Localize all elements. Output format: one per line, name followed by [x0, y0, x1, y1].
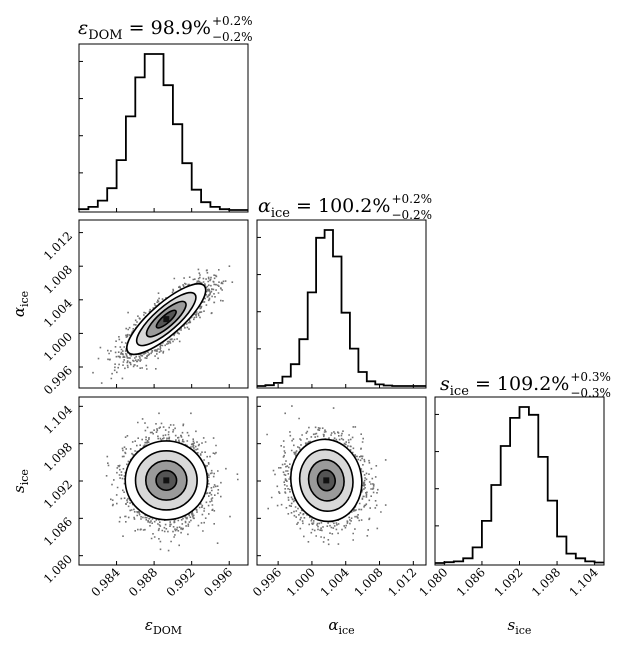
title-symbol: α	[258, 195, 271, 217]
title-minus-error: −0.2%	[212, 30, 253, 44]
title-minus-error: −0.3%	[570, 386, 611, 400]
scatter-panel-alpha-s	[256, 396, 427, 566]
x-tick-label: 0.996	[201, 565, 235, 599]
y-tick-label: 1.004	[41, 296, 75, 330]
title-value: = 98.9%	[123, 17, 211, 39]
title-subscript: DOM	[88, 28, 122, 43]
histogram-s	[434, 396, 605, 566]
y-tick-label: 1.012	[41, 229, 75, 263]
title-subscript: ice	[271, 206, 290, 221]
x-axis-label-s: sice	[508, 616, 532, 637]
x-tick-label: 1.086	[454, 565, 488, 599]
title-symbol: ε	[78, 17, 88, 39]
x-tick-label: 1.080	[416, 565, 450, 599]
title-value: = 109.2%	[469, 373, 569, 395]
histogram-step-line	[78, 53, 248, 211]
svg-text:εDOM = 98.9%: εDOM = 98.9%	[78, 17, 211, 43]
y-tick-label: 1.080	[41, 552, 75, 586]
peak-marker	[163, 316, 170, 323]
y-tick-label: 1.098	[41, 440, 75, 474]
x-tick-label: 1.004	[318, 565, 352, 599]
scatter-panel-eps-alpha	[78, 219, 249, 389]
svg-text:sice = 109.2%: sice = 109.2%	[440, 373, 569, 399]
panel-frame	[434, 396, 605, 566]
title-plus-error: +0.3%	[570, 370, 611, 384]
x-axis-s: 1.080 1.086 1.092 1.098 1.104 sice	[416, 561, 601, 637]
title-subscript: ice	[450, 384, 469, 399]
y-tick-label: 1.092	[41, 477, 75, 511]
y-tick-label: 1.008	[41, 262, 75, 296]
x-tick-label: 0.996	[250, 565, 284, 599]
x-axis-label-alpha: αice	[328, 616, 354, 637]
panel-frame	[256, 219, 427, 389]
panel-title-eps: εDOM = 98.9% +0.2% −0.2%	[78, 14, 253, 44]
y-tick-label: 1.000	[41, 330, 75, 364]
scatter-panel-eps-s	[78, 396, 249, 566]
title-plus-error: +0.2%	[391, 192, 432, 206]
x-tick-label: 1.098	[529, 565, 563, 599]
panel-frame	[78, 43, 249, 213]
x-tick-label: 0.984	[89, 565, 123, 599]
x-axis-label-eps: εDOM	[145, 616, 182, 637]
x-tick-label: 1.092	[491, 565, 525, 599]
x-tick-label: 1.012	[385, 565, 419, 599]
x-tick-label: 1.008	[351, 565, 385, 599]
y-tick-label: 1.104	[41, 402, 75, 436]
histogram-alpha	[256, 219, 427, 389]
x-tick-label: 1.000	[284, 565, 318, 599]
peak-marker	[163, 477, 170, 484]
x-tick-label: 1.104	[567, 565, 601, 599]
title-value: = 100.2%	[290, 195, 390, 217]
peak-marker	[323, 477, 330, 484]
panel-title-s: sice = 109.2% +0.3% −0.3%	[440, 370, 611, 400]
title-symbol: s	[440, 373, 450, 395]
y-tick-label: 1.086	[41, 515, 75, 549]
svg-text:αice = 100.2%: αice = 100.2%	[258, 195, 390, 221]
title-minus-error: −0.2%	[391, 208, 432, 222]
x-tick-label: 0.988	[126, 565, 160, 599]
y-tick-label: 0.996	[41, 363, 75, 397]
histogram-step-line	[257, 229, 426, 387]
y-axis-label-alpha: αice	[10, 291, 31, 317]
histogram-step-line	[435, 406, 604, 564]
histogram-eps	[78, 43, 249, 213]
panel-title-alpha: αice = 100.2% +0.2% −0.2%	[258, 192, 432, 222]
panel-frame	[78, 219, 249, 389]
x-tick-label: 0.992	[164, 565, 198, 599]
y-axis-label-s: sice	[10, 469, 31, 493]
title-plus-error: +0.2%	[212, 14, 253, 28]
x-axis-eps: 0.984 0.988 0.992 0.996 εDOM	[89, 208, 235, 637]
